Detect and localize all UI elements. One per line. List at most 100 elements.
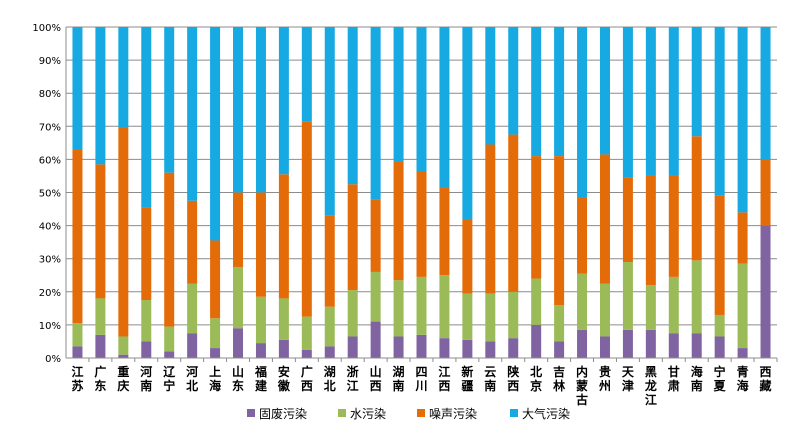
bar-segment (278, 174, 289, 299)
bar-segment (187, 333, 198, 358)
x-tick-label: 海南 (691, 364, 703, 393)
bar-segment (393, 161, 404, 281)
bar-segment (645, 329, 656, 358)
bar-segment (737, 212, 748, 264)
bar-segment (531, 278, 542, 325)
bar-segment (691, 27, 702, 137)
bar-segment (622, 262, 633, 330)
bar-segment (577, 27, 588, 198)
legend-swatch (247, 409, 255, 417)
bar-segment (301, 121, 312, 317)
bar-segment (233, 328, 244, 358)
bar-segment (645, 175, 656, 286)
x-tick-label: 青海 (737, 364, 749, 393)
bar-segment (210, 348, 221, 358)
bar-segment (210, 27, 221, 241)
bar-segment (72, 149, 83, 324)
bar-segment (187, 200, 198, 284)
bar-segment (255, 296, 266, 344)
x-tick-label: 安徽 (277, 364, 291, 393)
bar-segment (462, 218, 473, 294)
bar-segment (347, 27, 358, 185)
bar-segment (72, 323, 83, 347)
bar-segment (324, 346, 335, 358)
bar-segment (622, 27, 633, 178)
bar-segment (714, 27, 725, 196)
bar-segment (416, 27, 427, 171)
bar-segment (141, 207, 152, 301)
bar-segment (416, 334, 427, 358)
bar-segment (324, 27, 335, 216)
bar-segment (485, 341, 496, 358)
bar-segment (554, 341, 565, 358)
y-tick-label: 30% (39, 255, 61, 266)
legend-item: 固废污染 (247, 406, 307, 421)
bar-segment (278, 298, 289, 340)
x-tick-label: 广东 (94, 364, 106, 393)
bar-segment (668, 276, 679, 334)
bar-segment (462, 339, 473, 358)
bar-segment (255, 192, 266, 297)
bar-segment (301, 349, 312, 358)
legend-swatch (510, 409, 518, 417)
bar-segment (485, 293, 496, 342)
bar-segment (531, 324, 542, 358)
x-tick-label: 天津 (622, 365, 635, 393)
y-tick-label: 80% (39, 89, 61, 100)
y-tick-label: 70% (39, 122, 61, 133)
x-tick-label: 江苏 (71, 364, 83, 393)
bar-segment (714, 314, 725, 337)
x-tick-label: 山西 (370, 364, 382, 393)
bar-segment (599, 336, 610, 358)
legend-label: 水污染 (350, 406, 386, 421)
y-tick-label: 10% (39, 321, 61, 332)
bar-segment (278, 27, 289, 175)
bar-segment (141, 27, 152, 208)
x-tick-label: 西藏 (760, 365, 772, 393)
x-tick-label: 湖北 (324, 364, 336, 393)
bar-segment (577, 273, 588, 330)
bar-segment (691, 260, 702, 334)
y-tick-label: 20% (39, 288, 61, 299)
bar-segment (508, 27, 519, 135)
bar-segment (164, 326, 175, 352)
x-tick-label: 甘肃 (668, 364, 680, 393)
bar-segment (118, 336, 129, 355)
x-tick-label: 黑龙江 (645, 365, 657, 407)
bar-segment (485, 144, 496, 294)
bar-segment (118, 27, 129, 128)
bar-segment (301, 316, 312, 350)
bar-segment (737, 263, 748, 349)
bar-segment (210, 318, 221, 349)
bar-segment (164, 172, 175, 327)
legend-item: 大气污染 (510, 406, 570, 421)
legend-swatch (417, 409, 425, 417)
bar-segment (370, 321, 381, 358)
bar-segment (393, 27, 404, 162)
bar-segment (577, 329, 588, 358)
bar-segment (599, 283, 610, 337)
bar-segment (118, 127, 129, 337)
bar-segment (95, 298, 106, 335)
bar-segment (233, 192, 244, 267)
bar-segment (508, 134, 519, 292)
bar-segment (95, 334, 106, 358)
bar-segment (164, 351, 175, 358)
bar-segment (72, 27, 83, 150)
legend-label: 大气污染 (522, 406, 570, 421)
y-tick-label: 50% (39, 189, 61, 200)
bar-segment (645, 27, 656, 176)
y-tick-label: 90% (39, 56, 61, 67)
x-tick-label: 福建 (254, 364, 268, 393)
y-tick-label: 40% (39, 222, 61, 233)
bar-segment (370, 199, 381, 272)
x-tick-label: 重庆 (116, 364, 129, 393)
bar-segment (72, 346, 83, 358)
bar-segment (255, 343, 266, 358)
bar-segment (347, 290, 358, 337)
bar-segment (370, 27, 381, 200)
x-tick-label: 河南 (139, 364, 152, 393)
bar-segment (95, 27, 106, 165)
